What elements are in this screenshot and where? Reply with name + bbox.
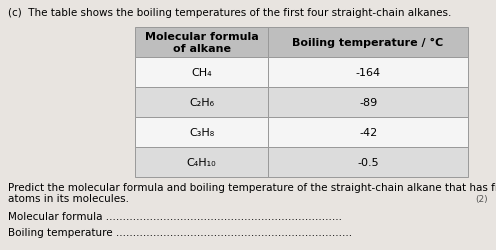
Text: atoms in its molecules.: atoms in its molecules. <box>8 193 129 203</box>
Text: Molecular formula
of alkane: Molecular formula of alkane <box>145 32 258 54</box>
Text: -0.5: -0.5 <box>357 157 379 167</box>
Text: (c)  The table shows the boiling temperatures of the first four straight-chain a: (c) The table shows the boiling temperat… <box>8 8 451 18</box>
Text: -42: -42 <box>359 128 377 138</box>
Text: Molecular formula ..............................................................: Molecular formula ......................… <box>8 211 342 221</box>
Bar <box>135 118 268 148</box>
Bar <box>135 88 268 118</box>
Text: Boiling temperature ............................................................: Boiling temperature ....................… <box>8 227 352 237</box>
Bar <box>268 148 468 177</box>
Text: C₄H₁₀: C₄H₁₀ <box>187 157 216 167</box>
Text: C₂H₆: C₂H₆ <box>189 98 214 108</box>
Bar <box>135 148 268 177</box>
Bar <box>135 28 268 58</box>
Text: Boiling temperature / °C: Boiling temperature / °C <box>293 38 444 48</box>
Text: -89: -89 <box>359 98 377 108</box>
Text: -164: -164 <box>356 68 380 78</box>
Bar <box>268 58 468 88</box>
Bar <box>268 88 468 118</box>
Text: C₃H₈: C₃H₈ <box>189 128 214 138</box>
Bar <box>268 118 468 148</box>
Bar <box>268 28 468 58</box>
Text: Predict the molecular formula and boiling temperature of the straight-chain alka: Predict the molecular formula and boilin… <box>8 182 496 192</box>
Text: (2): (2) <box>475 194 488 203</box>
Bar <box>135 58 268 88</box>
Text: CH₄: CH₄ <box>191 68 212 78</box>
